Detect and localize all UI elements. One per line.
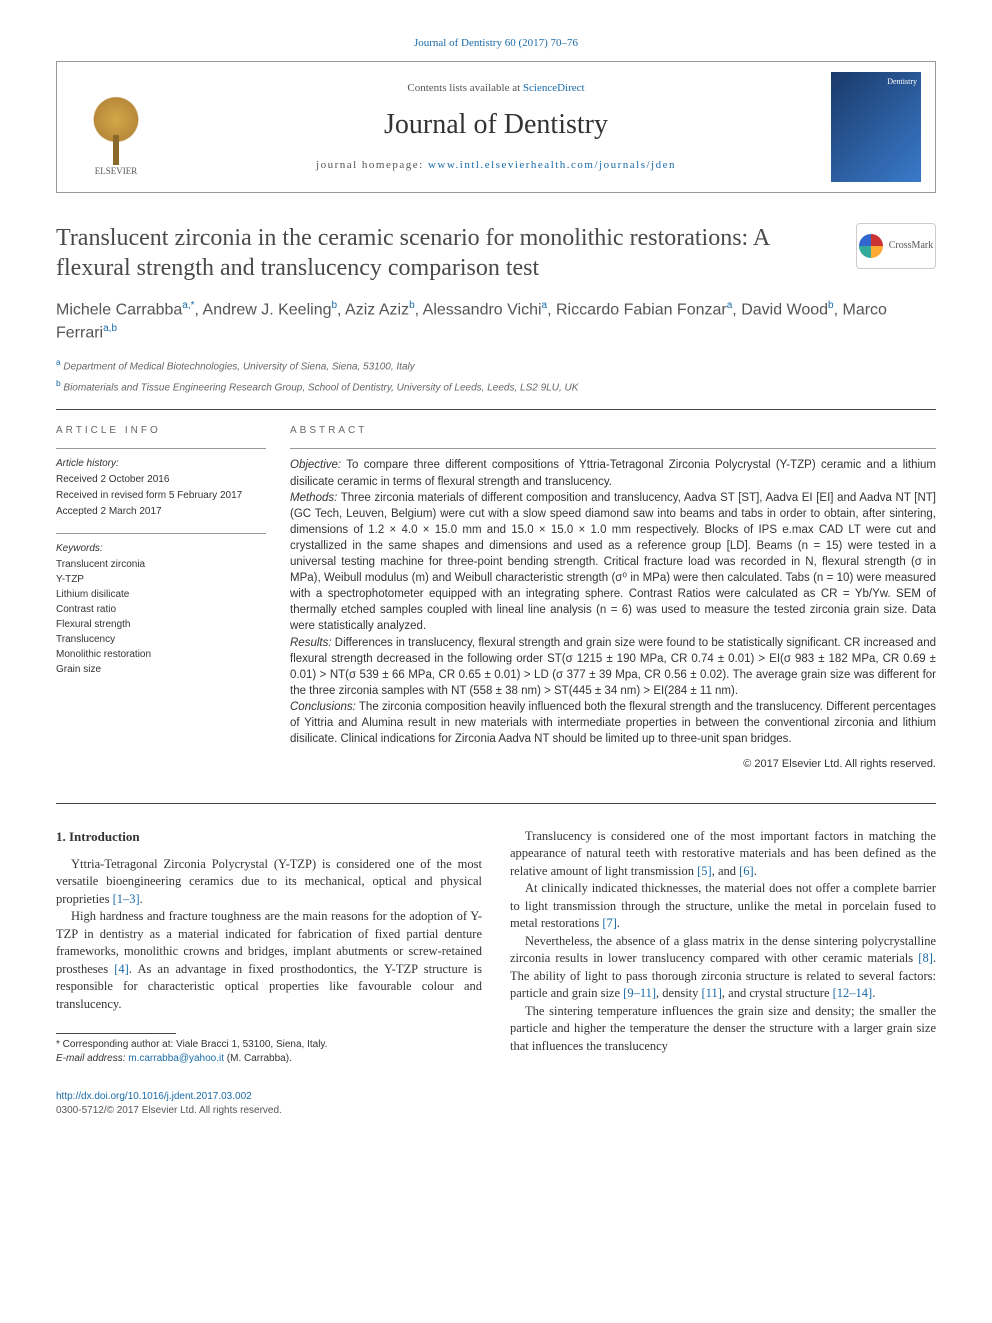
body-text: 1. Introduction Yttria-Tetragonal Zircon…	[56, 828, 936, 1067]
email-tail: (M. Carrabba).	[224, 1053, 292, 1064]
crossmark-icon	[859, 234, 883, 258]
keyword-item: Lithium disilicate	[56, 588, 266, 602]
abstract-heading: ABSTRACT	[290, 424, 936, 438]
abstract-objective: To compare three different compositions …	[290, 459, 936, 487]
corresponding-author: * Corresponding author at: Viale Bracci …	[56, 1038, 482, 1066]
journal-homepage-line: journal homepage: www.intl.elsevierhealt…	[175, 158, 817, 173]
author-list: Michele Carrabbaa,*, Andrew J. Keelingb,…	[56, 299, 936, 344]
section-divider	[56, 409, 936, 410]
keyword-item: Flexural strength	[56, 618, 266, 632]
section-heading-intro: 1. Introduction	[56, 828, 482, 846]
keyword-item: Grain size	[56, 663, 266, 677]
body-span: .	[617, 916, 620, 930]
issn-line: 0300-5712/© 2017 Elsevier Ltd. All right…	[56, 1105, 282, 1116]
keyword-item: Translucency	[56, 633, 266, 647]
article-info-heading: ARTICLE INFO	[56, 424, 266, 438]
abstract: ABSTRACT Objective: To compare three dif…	[290, 424, 936, 772]
publisher-logo: ELSEVIER	[71, 77, 161, 177]
article-title: Translucent zirconia in the ceramic scen…	[56, 223, 836, 283]
journal-cover-thumbnail: Dentistry	[831, 72, 921, 182]
article-footer: http://dx.doi.org/10.1016/j.jdent.2017.0…	[56, 1090, 936, 1118]
citation-link[interactable]: [7]	[602, 916, 617, 930]
citation-link[interactable]: [8]	[918, 951, 933, 965]
abstract-methods: Three zirconia materials of different co…	[290, 492, 936, 633]
abstract-objective-label: Objective:	[290, 459, 341, 471]
cover-label: Dentistry	[887, 76, 917, 87]
citation-link[interactable]: [4]	[114, 962, 129, 976]
keyword-item: Y-TZP	[56, 573, 266, 587]
homepage-label: journal homepage:	[316, 159, 428, 171]
abstract-methods-label: Methods:	[290, 492, 337, 504]
body-span: , density	[656, 986, 701, 1000]
body-span: , and	[712, 864, 739, 878]
footnote-divider	[56, 1033, 176, 1034]
body-paragraph: The sintering temperature influences the…	[510, 1003, 936, 1056]
history-item: Received in revised form 5 February 2017	[56, 489, 266, 503]
info-divider	[56, 533, 266, 534]
doi-link[interactable]: http://dx.doi.org/10.1016/j.jdent.2017.0…	[56, 1091, 252, 1102]
article-info: ARTICLE INFO Article history: Received 2…	[56, 424, 266, 772]
journal-citation: Journal of Dentistry 60 (2017) 70–76	[56, 36, 936, 51]
keywords-label: Keywords:	[56, 542, 266, 556]
history-item: Received 2 October 2016	[56, 473, 266, 487]
email-label: E-mail address:	[56, 1053, 128, 1064]
body-span: Nevertheless, the absence of a glass mat…	[510, 934, 936, 966]
citation-link[interactable]: [5]	[697, 864, 712, 878]
body-span: .	[872, 986, 875, 1000]
keyword-item: Monolithic restoration	[56, 648, 266, 662]
citation-link[interactable]: [1–3]	[113, 892, 140, 906]
affiliation: a Department of Medical Biotechnologies,…	[56, 357, 936, 374]
contents-line: Contents lists available at ScienceDirec…	[175, 81, 817, 96]
corresponding-author-text: * Corresponding author at: Viale Bracci …	[56, 1038, 482, 1052]
body-span: At clinically indicated thicknesses, the…	[510, 881, 936, 930]
abstract-results: Differences in translucency, flexural st…	[290, 637, 936, 697]
keyword-item: Translucent zirconia	[56, 558, 266, 572]
info-divider	[56, 448, 266, 449]
body-span: .	[754, 864, 757, 878]
masthead: ELSEVIER Contents lists available at Sci…	[56, 61, 936, 193]
journal-name: Journal of Dentistry	[175, 105, 817, 144]
publisher-name: ELSEVIER	[95, 165, 138, 178]
sciencedirect-link[interactable]: ScienceDirect	[523, 82, 585, 94]
abstract-copyright: © 2017 Elsevier Ltd. All rights reserved…	[290, 757, 936, 772]
body-span: .	[140, 892, 143, 906]
abstract-conclusions: The zirconia composition heavily influen…	[290, 701, 936, 745]
affiliation: b Biomaterials and Tissue Engineering Re…	[56, 378, 936, 395]
section-divider	[56, 803, 936, 804]
body-span: , and crystal structure	[722, 986, 833, 1000]
crossmark-label: CrossMark	[889, 239, 933, 253]
keyword-item: Contrast ratio	[56, 603, 266, 617]
abstract-conclusions-label: Conclusions:	[290, 701, 356, 713]
journal-homepage-link[interactable]: www.intl.elsevierhealth.com/journals/jde…	[428, 159, 676, 171]
history-label: Article history:	[56, 457, 266, 471]
contents-prefix: Contents lists available at	[407, 82, 522, 94]
history-item: Accepted 2 March 2017	[56, 505, 266, 519]
abstract-results-label: Results:	[290, 637, 332, 649]
citation-link[interactable]: [12–14]	[833, 986, 873, 1000]
citation-link[interactable]: [6]	[739, 864, 754, 878]
abstract-divider	[290, 448, 936, 449]
corresponding-email-link[interactable]: m.carrabba@yahoo.it	[128, 1053, 224, 1064]
crossmark-badge[interactable]: CrossMark	[856, 223, 936, 269]
elsevier-tree-icon	[86, 95, 146, 165]
citation-link[interactable]: [9–11]	[623, 986, 656, 1000]
citation-link[interactable]: [11]	[702, 986, 722, 1000]
